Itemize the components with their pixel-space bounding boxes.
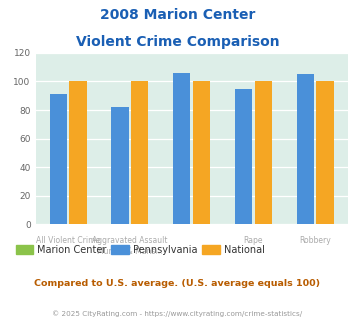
Bar	[50, 94, 67, 224]
Text: Aggravated Assault: Aggravated Assault	[92, 236, 168, 245]
Text: Robbery: Robbery	[299, 236, 331, 245]
Text: All Violent Crime: All Violent Crime	[36, 236, 100, 245]
Bar	[173, 73, 191, 224]
Text: 2008 Marion Center: 2008 Marion Center	[100, 8, 255, 22]
Bar	[255, 82, 272, 224]
Bar	[297, 74, 314, 224]
Bar	[70, 82, 87, 224]
Text: Compared to U.S. average. (U.S. average equals 100): Compared to U.S. average. (U.S. average …	[34, 279, 321, 288]
Text: Murder & Mans...: Murder & Mans...	[97, 247, 163, 256]
Text: Violent Crime Comparison: Violent Crime Comparison	[76, 35, 279, 49]
Bar	[111, 107, 129, 224]
Bar	[131, 82, 148, 224]
Legend: Marion Center, Pennsylvania, National: Marion Center, Pennsylvania, National	[12, 241, 268, 259]
Text: Rape: Rape	[244, 236, 263, 245]
Text: © 2025 CityRating.com - https://www.cityrating.com/crime-statistics/: © 2025 CityRating.com - https://www.city…	[53, 310, 302, 317]
Bar	[316, 82, 334, 224]
Bar	[235, 88, 252, 224]
Bar	[193, 82, 210, 224]
